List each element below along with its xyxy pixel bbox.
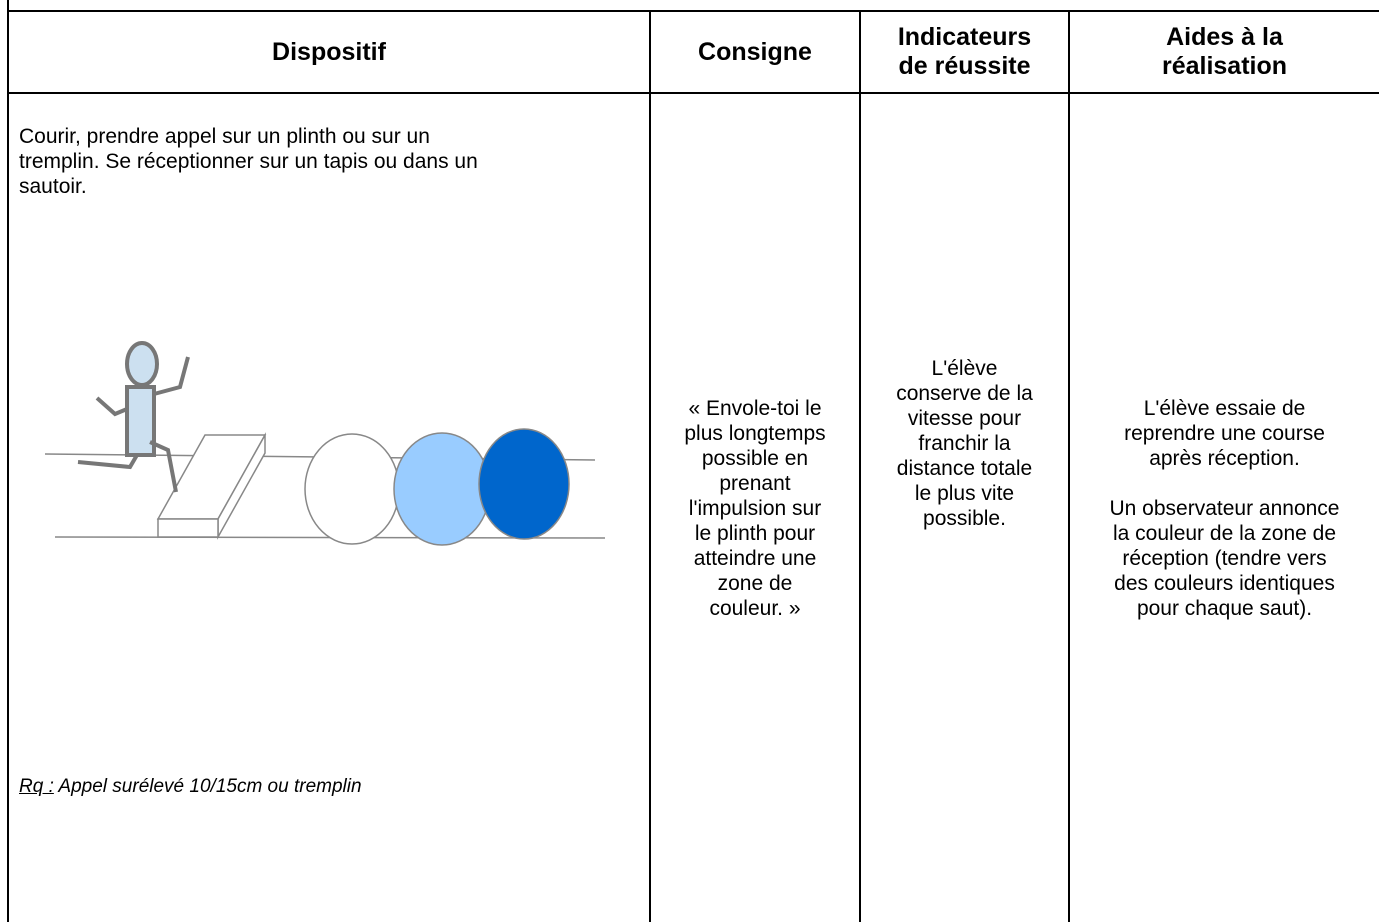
aides-line: des couleurs identiques [1114,571,1335,595]
header-text: Dispositif [272,37,386,66]
consigne-line: atteindre une [693,546,817,570]
consigne-line: couleur. » [709,596,801,620]
indicateurs-text: L'élève conserve de la vitesse pour franchi… [861,94,1068,531]
indicateurs-line: possible. [923,507,1006,530]
note-label: Rq : [19,776,54,797]
consigne-line: l'impulsion sur [688,496,822,520]
aides-line: après réception. [1149,446,1300,470]
consigne-line: « Envole-toi le [688,396,822,420]
dispositif-line: Courir, prendre appel sur un plinth ou s… [19,125,430,148]
aides-cell: L'élève essaie de reprendre une course apr… [1068,92,1379,922]
header-cell: Indicateurs de réussite [859,10,1068,92]
header-text: Indicateurs [897,23,1032,51]
header-text: réalisation [1161,52,1288,80]
consigne-line: le plinth pour [694,521,816,545]
dispositif-cell: Courir, prendre appel sur un plinth ou s… [7,92,649,922]
aides-line: Un observateur annonce [1109,496,1340,520]
indicateurs-line: L'élève [931,357,998,380]
aides-line: pour chaque saut). [1136,596,1313,620]
indicateurs-line: le plus vite [914,482,1015,505]
header-text: de réussite [898,52,1031,80]
diagram [44,341,606,546]
header-text: Consigne [698,37,812,66]
dispositif-text: Courir, prendre appel sur un plinth ou s… [19,124,478,199]
consigne-line: plus longtemps [684,421,826,445]
title-strip [7,0,1379,12]
indicateurs-line: franchir la [918,432,1011,455]
aides-line: reprendre une course [1124,421,1325,445]
aides-line: L'élève essaie de [1143,396,1306,420]
aides-line [1070,471,1379,496]
consigne-line: possible en [701,446,809,470]
indicateurs-cell: L'élève conserve de la vitesse pour franchi… [859,92,1068,922]
indicateurs-line: conserve de la [896,382,1033,405]
indicateurs-line: distance totale [896,457,1033,480]
dispositif-line: sautoir. [19,175,87,198]
header-cell: Dispositif [7,10,649,92]
consigne-line: prenant [719,471,791,495]
header-cell: Consigne [649,10,859,92]
aides-line: la couleur de la zone de [1113,521,1336,545]
header-cell: Aides à la réalisation [1068,10,1379,92]
header-text: Aides à la [1166,23,1283,51]
indicateurs-line: vitesse pour [907,407,1022,430]
note: Rq : Appel surélevé 10/15cm ou tremplin [19,774,362,799]
note-text: Appel surélevé 10/15cm ou tremplin [53,776,362,797]
consigne-cell: « Envole-toi le plus longtemps possible en… [649,92,859,922]
dispositif-line: tremplin. Se réceptionner sur un tapis o… [19,150,478,173]
aides-line: réception (tendre vers [1122,546,1327,570]
consigne-line: zone de [717,571,793,595]
